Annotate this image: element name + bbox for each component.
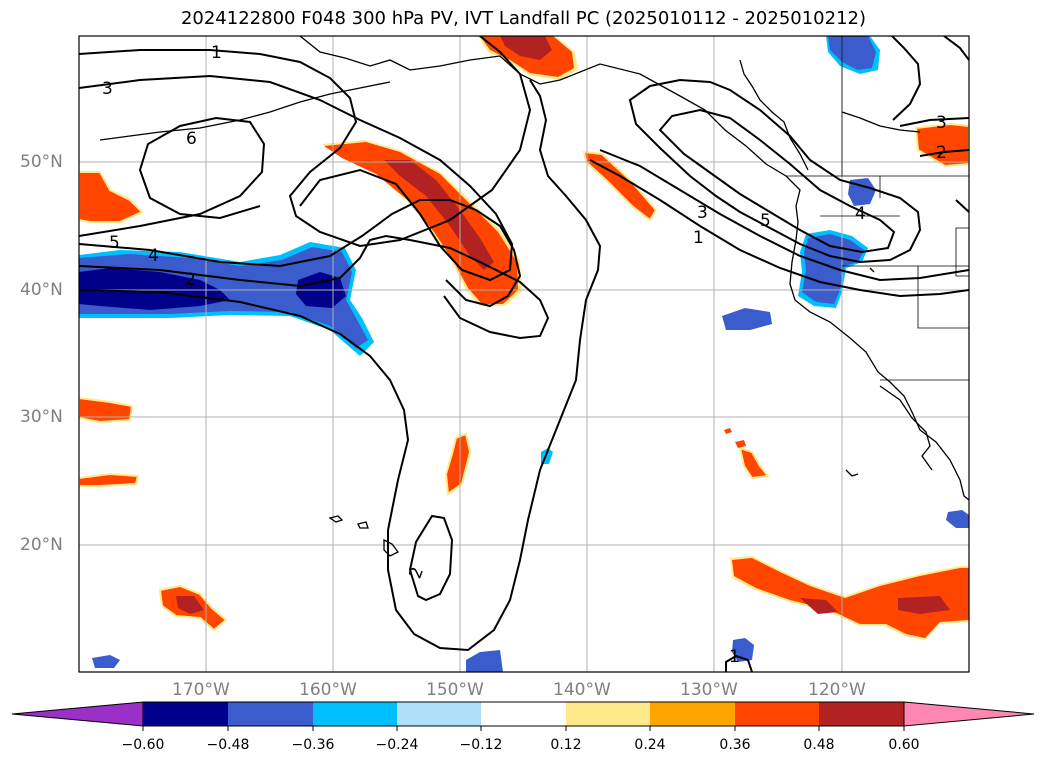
colorbar-extend-high [903,701,1035,727]
lat-label: 40°N [20,280,63,300]
colorbar-segment [819,702,904,726]
colorbar-segment [228,702,313,726]
lon-label: 160°W [299,680,357,700]
lat-lon-grid [79,36,969,672]
colorbar-segment [566,702,650,726]
political-borders [786,36,969,381]
pv-contours [79,36,969,672]
colorbar-tick-label: −0.36 [291,737,335,753]
lon-label: 150°W [426,680,484,700]
colorbar-segment [481,702,566,726]
contour-label: 1 [211,43,222,63]
colorbar-extend-low [11,701,144,727]
colorbar-segment [143,702,228,726]
plot-frame [78,35,970,673]
colorbar-segment [313,702,397,726]
contour-label: 1 [693,228,704,248]
colorbar-tick-label: 0.36 [719,737,751,753]
lat-label: 20°N [20,535,63,555]
lat-label: 50°N [20,152,63,172]
colorbar-tick-label: −0.48 [206,737,250,753]
negative-anomaly-small-regions [92,36,969,672]
map-title: 2024122800 F048 300 hPa PV, IVT Landfall… [180,8,867,29]
positive-anomaly-region-southeast [730,556,969,640]
plot-area [79,36,969,672]
colorbar-segment [735,702,819,726]
colorbar-tick-label: −0.24 [375,737,419,753]
colorbar [11,701,1035,731]
contour-label: 5 [760,211,771,231]
lon-label: 130°W [680,680,738,700]
colorbar-tick-label: 0.12 [550,737,582,753]
contour-label: 6 [186,129,197,149]
contour-label: 2 [936,143,947,163]
colorbar-tick-label: −0.60 [121,737,165,753]
colorbar-tick-label: 0.24 [634,737,666,753]
lat-label: 30°N [20,407,63,427]
contour-label: 3 [102,79,113,99]
contour-label: 2 [185,270,196,290]
positive-anomaly-region-north [478,36,578,80]
coastlines [99,36,969,557]
lon-label: 120°W [808,680,866,700]
colorbar-tick-label: −0.12 [459,737,503,753]
colorbar-tick-label: 0.48 [803,737,835,753]
contour-label: 4 [148,246,159,266]
colorbar-segment [397,702,481,726]
contour-label: 1 [729,647,740,667]
contour-label: 4 [855,204,866,224]
positive-anomaly-region-gulf-of-alaska [322,140,522,306]
colorbar-tick-label: 0.60 [888,737,920,753]
lon-label: 140°W [553,680,611,700]
colorbar-segment [650,702,735,726]
contour-label: 3 [697,203,708,223]
lon-label: 170°W [172,680,230,700]
contour-label: 5 [109,233,120,253]
positive-anomaly-small-regions [79,122,969,632]
contour-label: 3 [936,113,947,133]
